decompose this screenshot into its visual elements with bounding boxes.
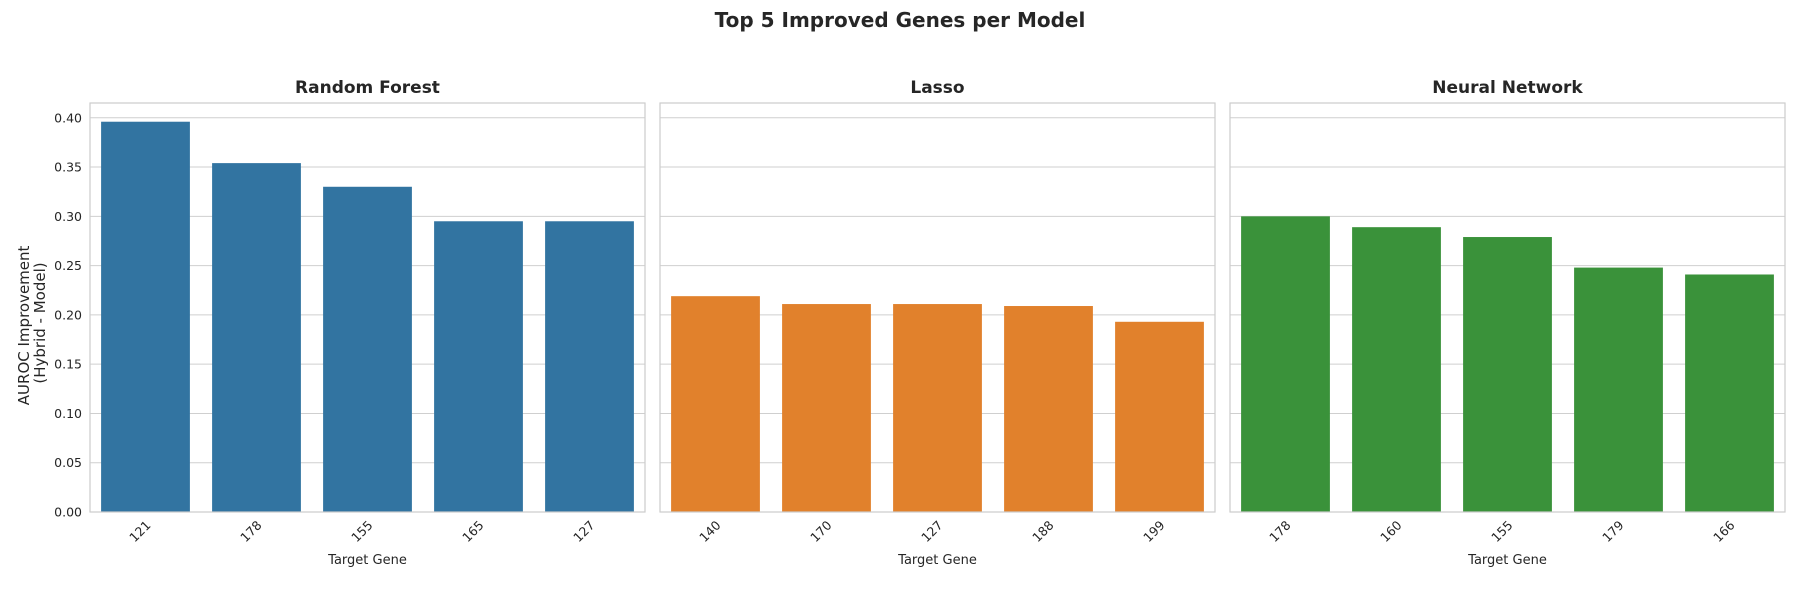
figure-title: Top 5 Improved Genes per Model — [715, 8, 1086, 32]
x-tick-label: 178 — [1266, 517, 1294, 545]
y-tick-label: 0.20 — [54, 307, 82, 322]
panel-3: 178 160 155 179 166 Neural Network Target Gene — [1229, 78, 1786, 568]
x-tick-label: 155 — [348, 518, 375, 545]
y-axis-label: AUROC Improvement (Hybrid - Model) — [15, 241, 49, 405]
x-tick-label: 170 — [807, 517, 835, 545]
x-tick-label: 188 — [1029, 517, 1057, 545]
bar-178 — [1241, 216, 1330, 513]
panel-title: Neural Network — [1432, 78, 1583, 98]
axes-frame — [1229, 102, 1786, 513]
panel-title: Lasso — [910, 78, 964, 98]
y-tick-label: 0.15 — [54, 357, 82, 372]
y-tick-label: 0.30 — [54, 209, 82, 224]
bar-170 — [782, 304, 871, 512]
x-tick-label: 121 — [126, 518, 153, 545]
bar-155 — [1463, 237, 1552, 512]
bar-199 — [1115, 321, 1204, 512]
y-tick-label: 0.35 — [54, 160, 82, 175]
x-axis-label: Target Gene — [897, 553, 977, 568]
x-tick-label: 160 — [1377, 517, 1405, 545]
bar-121 — [101, 121, 190, 512]
x-tick-label: 165 — [459, 518, 486, 545]
x-tick-label: 127 — [570, 518, 597, 545]
x-tick-label: 178 — [237, 517, 265, 545]
panels: 0.00 0.05 0.10 0.15 0.20 0.25 0.30 0.35 0.40 121 1… — [54, 78, 1786, 568]
x-axis-label: Target Gene — [1467, 553, 1547, 568]
bar-140 — [671, 296, 760, 512]
bar-166 — [1685, 274, 1774, 512]
bar-127 — [545, 221, 634, 512]
y-tick-label: 0.05 — [54, 455, 82, 470]
bar-179 — [1574, 267, 1663, 512]
x-tick-label: 166 — [1710, 517, 1738, 545]
x-tick-label: 155 — [1488, 518, 1515, 545]
y-tick-label: 0.25 — [54, 258, 82, 273]
x-tick-label: 127 — [918, 518, 945, 545]
bar-188 — [1004, 306, 1093, 512]
bar-155 — [323, 186, 412, 512]
bar-160 — [1352, 227, 1441, 512]
x-tick-label: 179 — [1599, 517, 1627, 545]
bar-165 — [434, 221, 523, 512]
y-axis-label-line-1: AUROC Improvement — [15, 245, 33, 405]
y-axis-label-line-2: (Hybrid - Model) — [31, 262, 49, 383]
x-tick-label: 140 — [696, 517, 724, 545]
x-tick-label: 199 — [1140, 517, 1168, 545]
panel-title: Random Forest — [295, 78, 440, 98]
panel-2: 140 170 127 188 199 Lasso Target Gene — [659, 78, 1216, 568]
panel-1: 0.00 0.05 0.10 0.15 0.20 0.25 0.30 0.35 0.40 121 1… — [54, 78, 646, 568]
y-tick-label: 0.40 — [54, 110, 82, 125]
y-tick-label: 0.00 — [54, 505, 82, 520]
x-axis-label: Target Gene — [327, 553, 407, 568]
axes-frame — [659, 102, 1216, 513]
bar-127 — [893, 304, 982, 512]
y-tick-label: 0.10 — [54, 406, 82, 421]
axes-frame — [89, 102, 646, 513]
bar-178 — [212, 163, 301, 512]
